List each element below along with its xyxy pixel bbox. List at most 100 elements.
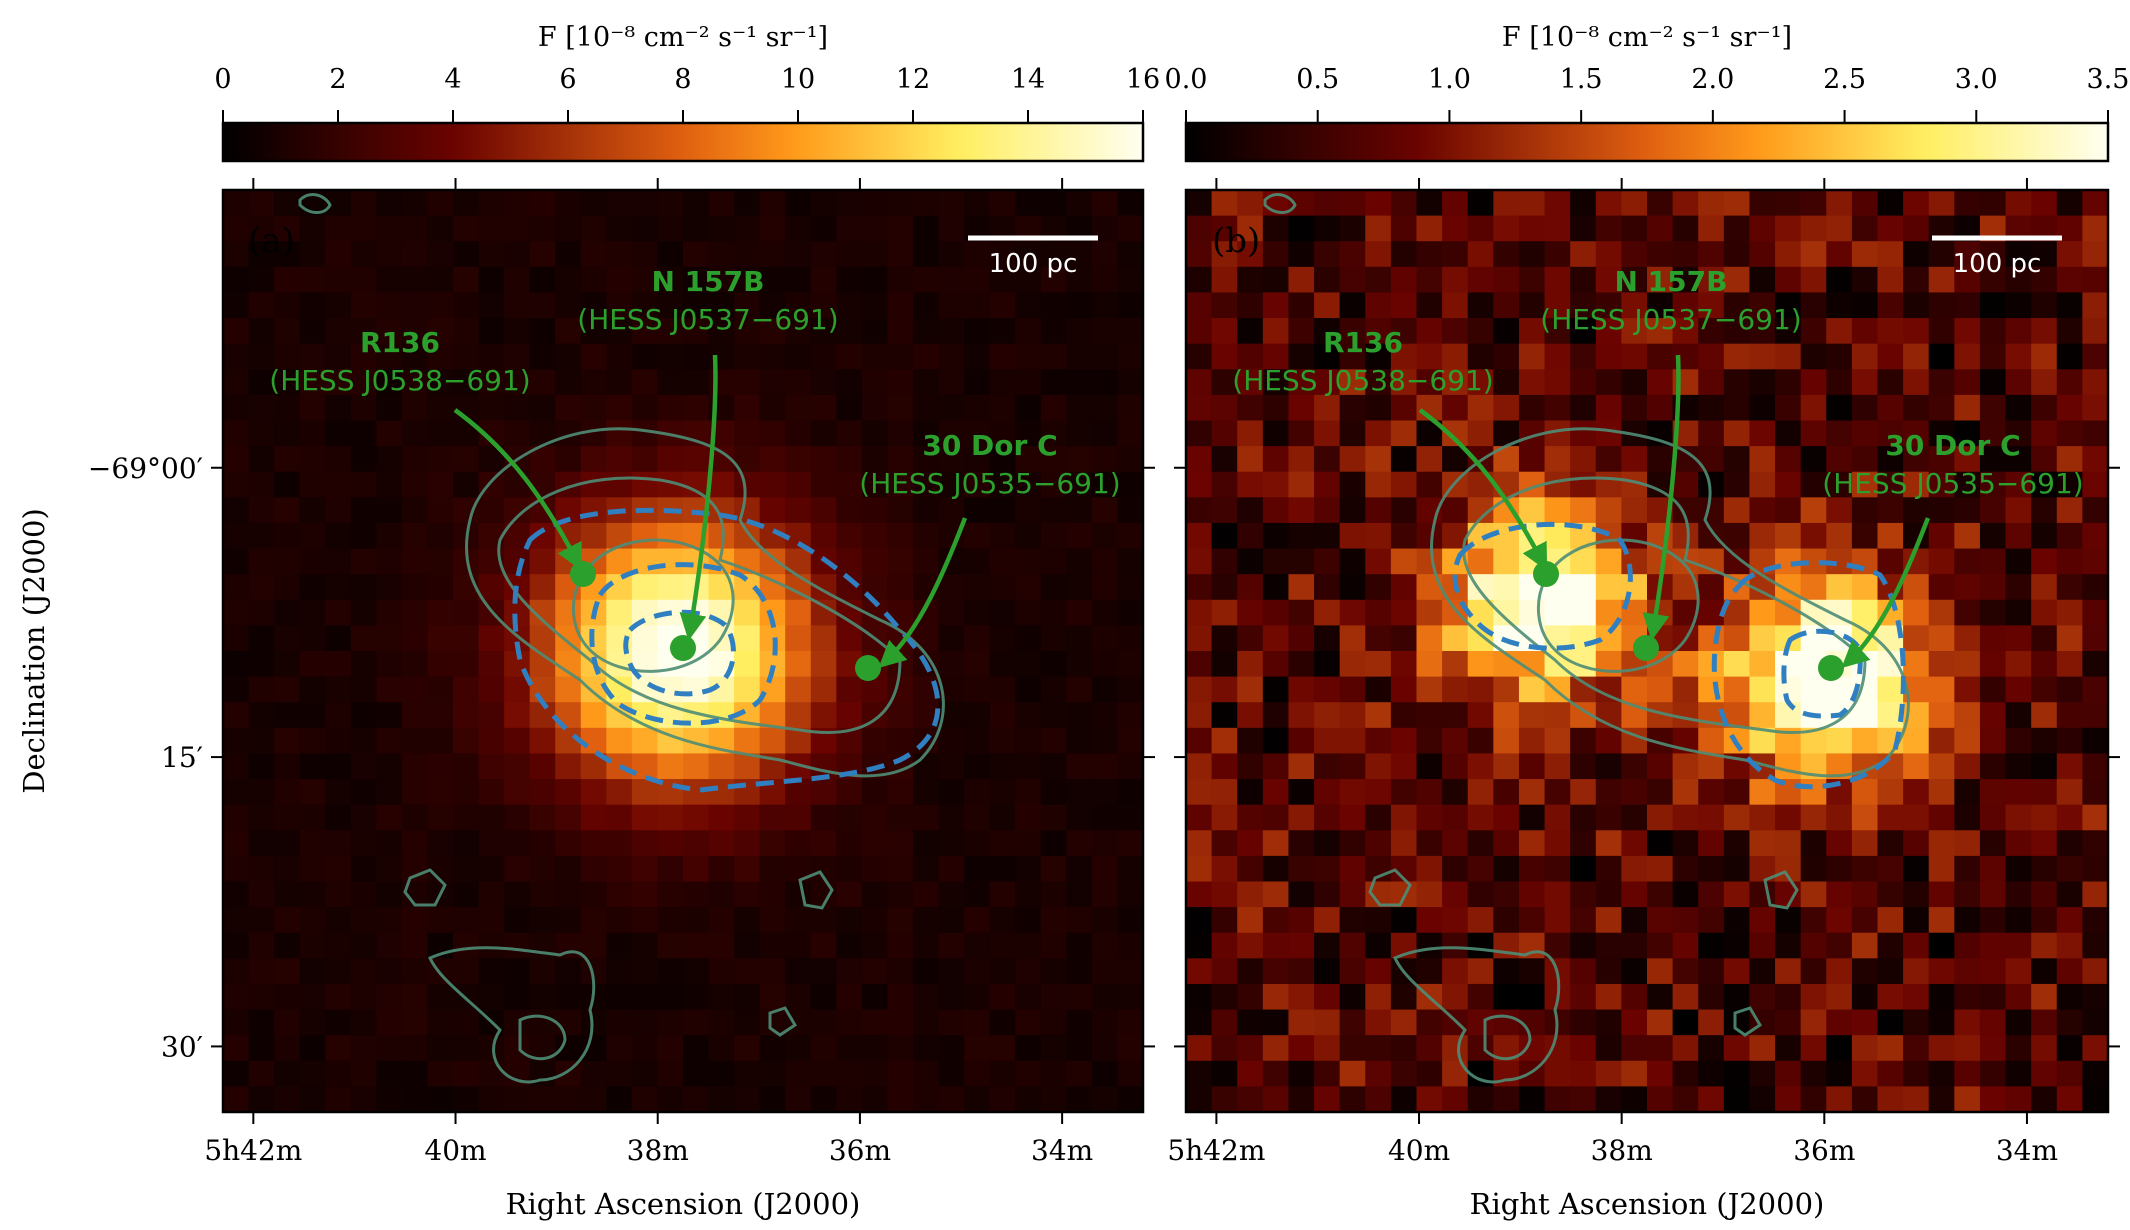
- heatmap-cell: [401, 651, 429, 678]
- heatmap-cell: [529, 983, 556, 1011]
- heatmap-cell: [964, 1060, 991, 1087]
- heatmap-cell: [1467, 266, 1494, 294]
- heatmap-cell: [376, 958, 403, 985]
- heatmap-cell: [1595, 471, 1622, 498]
- heatmap-cell: [836, 471, 863, 498]
- heatmap-cell: [580, 1086, 607, 1112]
- heatmap-cell: [580, 446, 607, 473]
- heatmap-cell: [1595, 369, 1622, 396]
- heatmap-cell: [248, 574, 275, 601]
- heatmap-cell: [350, 779, 377, 806]
- heatmap-cell: [350, 574, 377, 601]
- heatmap-cell: [529, 779, 556, 806]
- heatmap-cell: [964, 497, 991, 524]
- heatmap-cell: [1775, 1060, 1802, 1087]
- heatmap-cell: [427, 753, 454, 780]
- heatmap-cell: [861, 394, 889, 422]
- heatmap-cell: [529, 343, 556, 370]
- heatmap-cell: [555, 599, 582, 626]
- heatmap-cell: [1186, 676, 1213, 703]
- heatmap-cell: [606, 394, 633, 422]
- heatmap-cell: [529, 215, 556, 242]
- heatmap-cell: [734, 522, 761, 550]
- heatmap-cell: [1339, 676, 1366, 703]
- heatmap-cell: [1288, 1035, 1315, 1062]
- heatmap-cell: [1015, 881, 1042, 908]
- heatmap-cell: [1723, 907, 1751, 934]
- heatmap-cell: [1595, 574, 1622, 601]
- heatmap-cell: [478, 932, 505, 959]
- heatmap-cell: [1621, 369, 1648, 396]
- heatmap-cell: [350, 676, 377, 703]
- heatmap-cell: [683, 1060, 710, 1087]
- heatmap-cell: [1851, 266, 1879, 294]
- heatmap-cell: [989, 1086, 1016, 1112]
- heatmap-cell: [1826, 292, 1853, 319]
- heatmap-cell: [1416, 830, 1443, 857]
- heatmap-cell: [1595, 190, 1622, 217]
- heatmap-cell: [274, 471, 301, 498]
- heatmap-cell: [606, 907, 633, 934]
- heatmap-cell: [1365, 676, 1392, 703]
- heatmap-cell: [1314, 983, 1341, 1011]
- heatmap-cell: [504, 318, 531, 345]
- heatmap-cell: [325, 779, 352, 806]
- heatmap-cell: [1775, 471, 1802, 498]
- heatmap-cell: [1928, 446, 1955, 473]
- heatmap-cell: [1544, 753, 1571, 780]
- heatmap-cell: [1015, 727, 1042, 755]
- heatmap-cell: [1979, 804, 2007, 831]
- heatmap-cell: [1066, 830, 1093, 857]
- heatmap-cell: [1928, 318, 1955, 345]
- heatmap-cell: [1365, 983, 1392, 1011]
- heatmap-cell: [529, 753, 556, 780]
- heatmap-cell: [1903, 753, 1930, 780]
- heatmap-cell: [1621, 241, 1648, 268]
- heatmap-cell: [1091, 471, 1119, 498]
- heatmap-cell: [1954, 804, 1981, 831]
- heatmap-cell: [810, 958, 837, 985]
- heatmap-cell: [1903, 1086, 1930, 1112]
- heatmap-cell: [1672, 1060, 1699, 1087]
- heatmap-cell: [529, 369, 556, 396]
- heatmap-cell: [913, 779, 940, 806]
- heatmap-cell: [555, 881, 582, 908]
- heatmap-cell: [887, 958, 914, 985]
- heatmap-cell: [836, 369, 863, 396]
- heatmap-cell: [938, 190, 965, 217]
- heatmap-cell: [1117, 702, 1143, 729]
- heatmap-cell: [2005, 830, 2032, 857]
- heatmap-cell: [248, 932, 275, 959]
- heatmap-cell: [2005, 753, 2032, 780]
- heatmap-cell: [938, 266, 965, 294]
- heatmap-cell: [1723, 266, 1751, 294]
- heatmap-cell: [1851, 702, 1879, 729]
- heatmap-cell: [1091, 830, 1119, 857]
- heatmap-cell: [1954, 548, 1981, 575]
- heatmap-cell: [861, 881, 889, 908]
- heatmap-cell: [1544, 804, 1571, 831]
- heatmap-cell: [1211, 190, 1238, 217]
- heatmap-cell: [325, 1035, 352, 1062]
- heatmap-cell: [810, 907, 837, 934]
- heatmap-cell: [1851, 599, 1879, 626]
- heatmap-cell: [1621, 958, 1648, 985]
- heatmap-cell: [2056, 574, 2083, 601]
- heatmap-cell: [299, 369, 326, 396]
- heatmap-cell: [1647, 266, 1674, 294]
- heatmap-cell: [350, 907, 377, 934]
- heatmap-cell: [1851, 830, 1879, 857]
- heatmap-cell: [836, 676, 863, 703]
- heatmap-cell: [401, 343, 429, 370]
- heatmap-cell: [1647, 676, 1674, 703]
- heatmap-cell: [1518, 318, 1546, 345]
- heatmap-cell: [1262, 420, 1290, 447]
- heatmap-cell: [529, 958, 556, 985]
- heatmap-cell: [1851, 343, 1879, 370]
- heatmap-cell: [1954, 292, 1981, 319]
- heatmap-cell: [1826, 855, 1853, 883]
- heatmap-cell: [1211, 574, 1238, 601]
- heatmap-cell: [2082, 983, 2108, 1011]
- heatmap-cell: [1117, 471, 1143, 498]
- heatmap-cell: [299, 318, 326, 345]
